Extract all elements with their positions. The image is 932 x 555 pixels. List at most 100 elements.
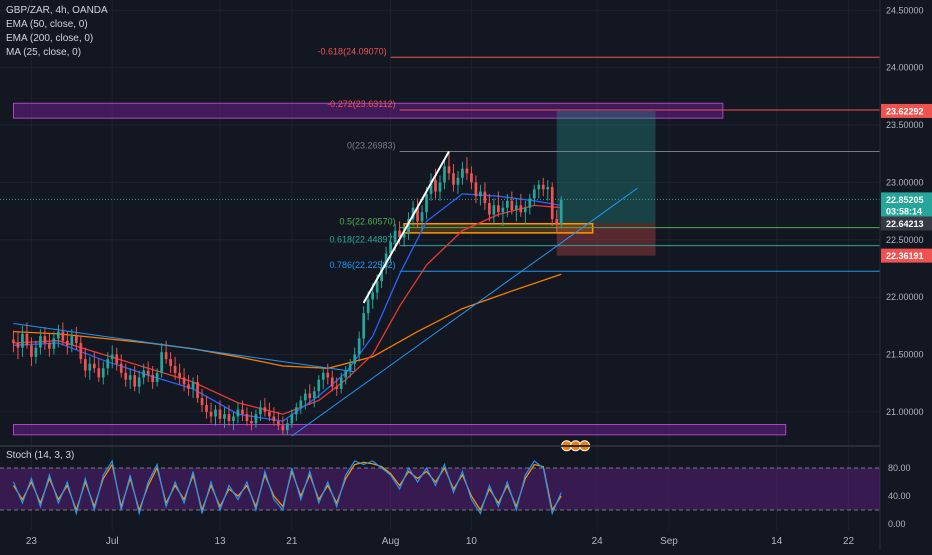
candle[interactable] (308, 384, 312, 405)
ema200-line[interactable] (13, 273, 562, 369)
candle[interactable] (70, 329, 74, 353)
candle[interactable] (245, 407, 249, 426)
candle[interactable] (268, 402, 271, 422)
stoch-k-line[interactable] (12, 459, 562, 516)
candle[interactable] (57, 324, 60, 348)
candle[interactable] (317, 375, 321, 399)
trendline[interactable] (13, 323, 355, 373)
candle[interactable] (101, 361, 105, 385)
candle[interactable] (142, 363, 146, 385)
candle[interactable] (83, 347, 87, 378)
candle[interactable] (241, 400, 244, 422)
candle[interactable] (88, 356, 92, 380)
candle[interactable] (263, 398, 267, 417)
candle[interactable] (281, 416, 285, 435)
candle[interactable] (12, 330, 15, 353)
candle[interactable] (555, 209, 559, 233)
candle[interactable] (30, 337, 33, 366)
candle[interactable] (537, 180, 541, 199)
candle[interactable] (362, 306, 366, 346)
candle[interactable] (357, 331, 361, 362)
candle[interactable] (200, 388, 204, 412)
candle[interactable] (456, 170, 460, 194)
price-tag[interactable] (881, 192, 932, 207)
candle[interactable] (74, 326, 78, 350)
candle[interactable] (348, 359, 352, 378)
candle[interactable] (277, 411, 280, 431)
candle[interactable] (447, 151, 451, 181)
order-block-zone[interactable] (403, 222, 594, 234)
candle[interactable] (429, 173, 433, 201)
candle[interactable] (523, 200, 527, 224)
supply-demand-zone[interactable] (12, 423, 787, 436)
candle[interactable] (474, 175, 478, 204)
candle[interactable] (519, 193, 523, 217)
candle[interactable] (330, 370, 334, 392)
candle[interactable] (546, 180, 550, 201)
price-tag[interactable] (881, 103, 932, 118)
candle[interactable] (294, 402, 298, 422)
price-tag[interactable] (881, 204, 932, 219)
candle[interactable] (344, 365, 348, 385)
candle[interactable] (133, 365, 137, 392)
candle[interactable] (299, 395, 303, 415)
candle[interactable] (191, 377, 195, 399)
candle[interactable] (488, 193, 491, 222)
candle[interactable] (146, 361, 150, 383)
position-target-zone[interactable] (556, 110, 656, 224)
candle[interactable] (250, 411, 253, 431)
candle[interactable] (178, 363, 181, 385)
candle[interactable] (124, 363, 128, 387)
candle[interactable] (550, 182, 554, 227)
candle[interactable] (528, 193, 532, 215)
candle[interactable] (303, 388, 307, 410)
candle[interactable] (501, 200, 505, 227)
candle[interactable] (506, 193, 509, 217)
position-stop-zone[interactable] (556, 223, 656, 256)
candle[interactable] (106, 352, 110, 376)
candle[interactable] (443, 159, 446, 190)
candle[interactable] (259, 400, 262, 422)
candle[interactable] (115, 347, 119, 371)
candle[interactable] (339, 372, 343, 394)
candle[interactable] (510, 191, 514, 215)
price-tag[interactable] (881, 248, 932, 263)
candle[interactable] (164, 340, 168, 364)
candle[interactable] (326, 363, 330, 385)
candle[interactable] (416, 198, 419, 229)
candle[interactable] (151, 365, 154, 389)
candle[interactable] (182, 368, 186, 392)
price-tag[interactable] (881, 216, 932, 231)
candle[interactable] (290, 409, 294, 428)
candle[interactable] (452, 164, 455, 192)
candle[interactable] (353, 347, 357, 371)
candle[interactable] (389, 232, 392, 263)
candle[interactable] (497, 191, 500, 217)
candle[interactable] (465, 157, 469, 181)
candle[interactable] (479, 184, 482, 206)
indicator-ema200[interactable]: EMA (200, close, 0) (6, 33, 94, 44)
candle[interactable] (407, 212, 410, 240)
indicator-ema50[interactable]: EMA (50, close, 0) (6, 19, 88, 30)
stoch-label[interactable]: Stoch (14, 3, 3) (6, 450, 75, 461)
indicator-ma25[interactable]: MA (25, close, 0) (6, 47, 82, 58)
candle[interactable] (205, 395, 208, 419)
candle[interactable] (39, 329, 42, 355)
candle[interactable] (34, 340, 38, 364)
candle[interactable] (335, 377, 339, 396)
symbol-title[interactable]: GBP/ZAR, 4h, OANDA (6, 5, 108, 16)
candle[interactable] (236, 402, 240, 424)
candle[interactable] (286, 418, 289, 435)
candle[interactable] (155, 368, 159, 387)
candle[interactable] (169, 352, 172, 373)
candle[interactable] (492, 198, 496, 224)
candle[interactable] (25, 322, 29, 349)
candle[interactable] (227, 404, 231, 426)
candle[interactable] (312, 386, 316, 408)
candle[interactable] (196, 375, 199, 403)
candle[interactable] (272, 407, 276, 426)
candle[interactable] (92, 352, 96, 373)
candle[interactable] (470, 166, 473, 190)
